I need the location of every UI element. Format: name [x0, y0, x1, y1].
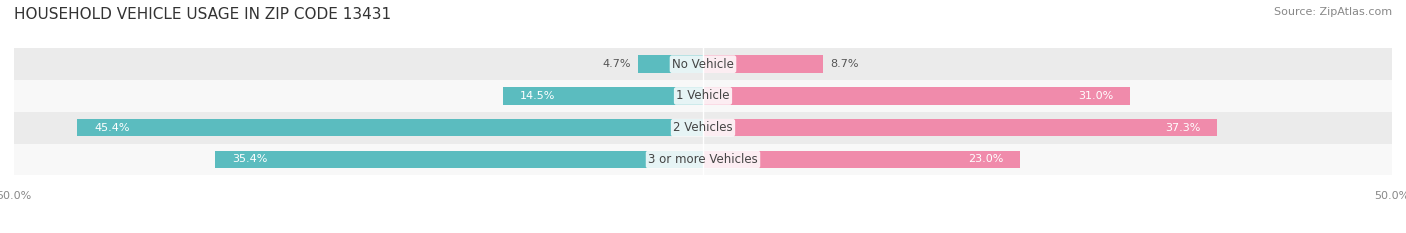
Text: 35.4%: 35.4%	[232, 154, 267, 164]
Text: 37.3%: 37.3%	[1166, 123, 1201, 133]
Text: No Vehicle: No Vehicle	[672, 58, 734, 71]
Bar	[14, 48, 1392, 80]
Bar	[703, 87, 1130, 105]
Text: 2 Vehicles: 2 Vehicles	[673, 121, 733, 134]
Text: 45.4%: 45.4%	[94, 123, 129, 133]
Bar	[503, 87, 703, 105]
Text: 31.0%: 31.0%	[1078, 91, 1114, 101]
Text: 8.7%: 8.7%	[830, 59, 858, 69]
Bar	[14, 112, 1392, 144]
Bar	[215, 151, 703, 168]
Text: HOUSEHOLD VEHICLE USAGE IN ZIP CODE 13431: HOUSEHOLD VEHICLE USAGE IN ZIP CODE 1343…	[14, 7, 391, 22]
Text: 3 or more Vehicles: 3 or more Vehicles	[648, 153, 758, 166]
Bar	[703, 151, 1019, 168]
Text: 14.5%: 14.5%	[520, 91, 555, 101]
Bar	[703, 119, 1218, 137]
Bar	[703, 55, 823, 73]
Legend: Owner-occupied, Renter-occupied: Owner-occupied, Renter-occupied	[567, 230, 839, 233]
Text: Source: ZipAtlas.com: Source: ZipAtlas.com	[1274, 7, 1392, 17]
Bar	[638, 55, 703, 73]
Bar	[14, 144, 1392, 175]
Bar	[14, 80, 1392, 112]
Bar	[77, 119, 703, 137]
Text: 4.7%: 4.7%	[603, 59, 631, 69]
Text: 1 Vehicle: 1 Vehicle	[676, 89, 730, 103]
Text: 23.0%: 23.0%	[967, 154, 1004, 164]
